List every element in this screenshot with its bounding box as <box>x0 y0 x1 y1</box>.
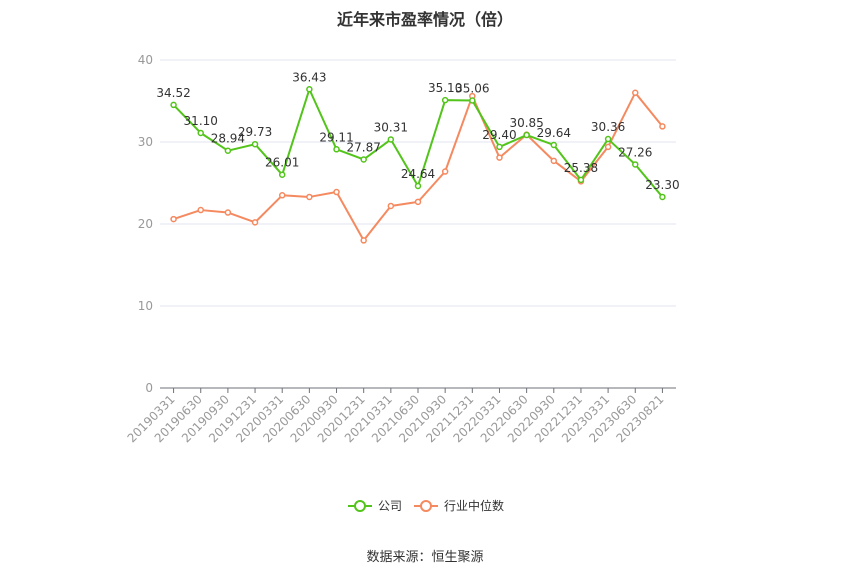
data-point <box>496 143 503 151</box>
data-label: 34.52 <box>156 86 190 100</box>
data-point <box>251 219 259 226</box>
data-label: 29.40 <box>482 128 516 142</box>
data-label: 25.38 <box>564 161 598 175</box>
data-label: 36.43 <box>292 70 326 84</box>
axes: 0102030402019033120190630201909302019123… <box>125 53 676 445</box>
data-point <box>170 101 177 109</box>
data-label: 29.73 <box>238 125 272 139</box>
y-tick-label: 0 <box>145 381 153 395</box>
data-label: 26.01 <box>265 156 299 170</box>
data-label: 27.87 <box>347 140 381 154</box>
data-point <box>632 161 639 168</box>
data-point <box>469 97 476 104</box>
data-label: 23.30 <box>645 178 679 192</box>
chart-title: 近年来市盈率情况（倍） <box>336 10 513 29</box>
data-label: 28.94 <box>211 132 245 146</box>
data-point <box>170 215 177 223</box>
legend-item: 行业中位数 <box>414 498 504 513</box>
legend-swatch-marker <box>420 500 432 512</box>
data-point <box>550 141 558 149</box>
data-point <box>278 192 286 199</box>
data-point <box>604 135 612 143</box>
data-point <box>414 198 422 206</box>
data-point <box>197 129 204 137</box>
data-label: 30.36 <box>591 120 625 134</box>
data-label: 31.10 <box>184 114 218 128</box>
data-point <box>496 154 503 161</box>
data-point <box>333 188 340 196</box>
data-point <box>523 131 530 139</box>
data-point <box>224 147 232 154</box>
data-label: 30.31 <box>374 120 408 134</box>
y-tick-label: 30 <box>138 135 153 149</box>
data-point <box>659 123 666 130</box>
y-tick-label: 10 <box>138 299 153 313</box>
data-point <box>441 96 449 104</box>
y-tick-label: 20 <box>138 217 153 231</box>
data-point <box>387 136 395 143</box>
data-point <box>306 86 313 93</box>
series-lines <box>170 86 666 244</box>
legend-label: 公司 <box>378 499 402 513</box>
data-point <box>360 237 367 244</box>
data-label: 29.11 <box>319 130 353 144</box>
data-point <box>659 193 666 201</box>
data-point <box>387 202 395 210</box>
data-label: 35.06 <box>455 82 489 96</box>
legend-swatch-marker <box>354 500 366 512</box>
data-point <box>632 89 639 97</box>
data-point <box>251 140 259 148</box>
grid-lines <box>160 59 676 307</box>
data-label: 29.64 <box>537 126 571 140</box>
data-label: 27.26 <box>618 145 652 159</box>
data-point <box>604 143 612 151</box>
data-point <box>414 182 422 190</box>
legend: 公司 行业中位数 <box>348 498 504 513</box>
data-source-note: 数据来源：恒生聚源 <box>366 550 484 565</box>
y-tick-label: 40 <box>138 53 153 67</box>
data-label: 24.64 <box>401 167 435 181</box>
data-label: 35.10 <box>428 81 462 95</box>
data-point <box>224 209 232 216</box>
data-point <box>360 156 367 163</box>
legend-item: 公司 <box>348 499 402 513</box>
data-point <box>306 193 313 201</box>
legend-label: 行业中位数 <box>444 498 504 513</box>
data-point <box>278 171 286 178</box>
data-point <box>197 206 204 214</box>
data-point <box>577 176 585 184</box>
data-point <box>441 168 449 175</box>
data-point <box>550 157 558 165</box>
data-label: 30.85 <box>509 116 543 130</box>
data-point <box>333 146 340 153</box>
